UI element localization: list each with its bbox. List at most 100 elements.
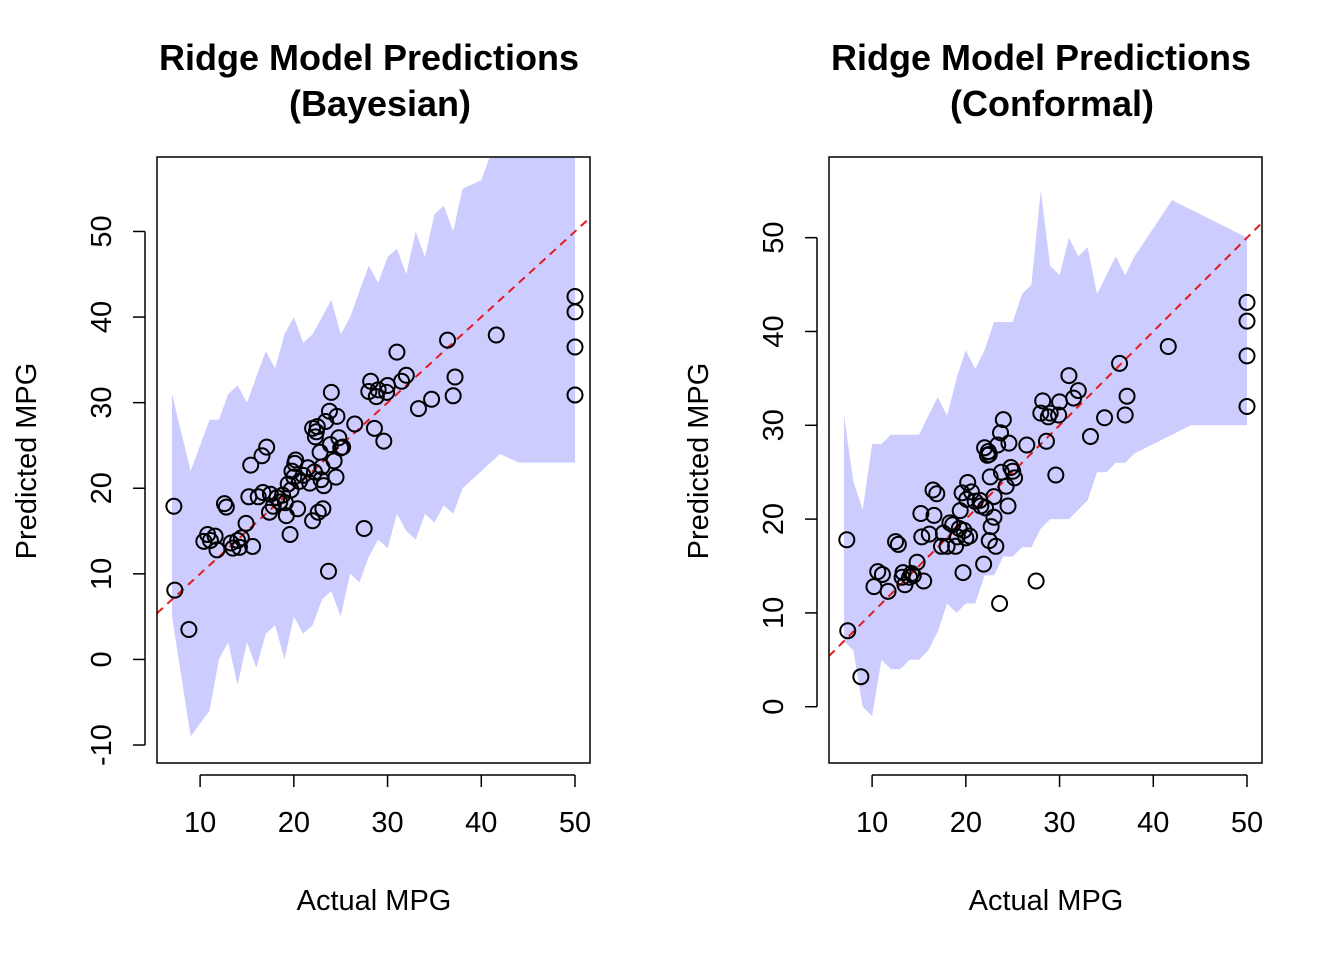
data-point	[987, 537, 1005, 555]
data-point	[838, 531, 856, 549]
x-tick-label: 40	[1137, 807, 1169, 839]
data-point	[975, 555, 993, 573]
y-tick-label: 50	[758, 222, 790, 254]
data-point	[346, 415, 364, 433]
data-point	[852, 668, 870, 686]
data-point	[378, 383, 396, 401]
data-point	[982, 518, 1000, 536]
data-point	[446, 368, 464, 386]
bayesian-plot-frame	[156, 156, 591, 764]
data-point	[1060, 367, 1078, 385]
data-point	[839, 622, 857, 640]
y-tick-label: 30	[86, 387, 118, 419]
data-point	[566, 303, 584, 321]
data-point	[249, 488, 267, 506]
data-point	[1069, 382, 1087, 400]
data-point	[1111, 354, 1129, 372]
data-point	[985, 508, 1003, 526]
data-point	[985, 488, 1003, 506]
data-point	[938, 537, 956, 555]
data-point	[981, 468, 999, 486]
data-point	[992, 424, 1010, 442]
data-point	[244, 537, 262, 555]
data-point	[334, 438, 352, 456]
bayesian-y-axis: -10 0 10 20 30 40 50	[86, 215, 146, 766]
data-point	[330, 429, 348, 447]
data-point	[166, 581, 184, 599]
data-point	[1238, 293, 1256, 311]
conformal-interval-band	[844, 190, 1247, 717]
data-point	[314, 500, 332, 518]
data-point	[317, 412, 335, 430]
data-point	[908, 553, 926, 571]
data-point	[423, 390, 441, 408]
data-point	[915, 572, 933, 590]
conformal-points-layer	[838, 293, 1256, 686]
data-point	[208, 541, 226, 559]
data-point	[230, 538, 248, 556]
data-point	[1027, 572, 1045, 590]
data-point	[928, 485, 946, 503]
data-point	[487, 326, 505, 344]
y-tick-label: 0	[758, 699, 790, 715]
x-tick-label: 10	[184, 807, 216, 839]
x-tick-label: 10	[856, 807, 888, 839]
data-point	[1081, 428, 1099, 446]
data-point	[1238, 347, 1256, 365]
data-point	[1159, 337, 1177, 355]
y-tick-label: 50	[86, 215, 118, 247]
data-point	[253, 447, 271, 465]
x-tick-label: 30	[371, 807, 403, 839]
bayesian-x-axis-label: Actual MPG	[297, 885, 452, 917]
data-point	[322, 383, 340, 401]
data-point	[328, 407, 346, 425]
y-tick-label: 20	[86, 472, 118, 504]
data-point	[237, 514, 255, 532]
data-point	[365, 419, 383, 437]
data-point	[1118, 387, 1136, 405]
data-point	[165, 497, 183, 515]
y-tick-label: 10	[758, 597, 790, 629]
data-point	[444, 387, 462, 405]
y-tick-label: 20	[758, 503, 790, 535]
data-point	[954, 564, 972, 582]
data-point	[887, 533, 905, 551]
conformal-interval-band-layer	[844, 190, 1247, 717]
y-tick-label: 10	[86, 558, 118, 590]
x-tick-label: 50	[559, 807, 591, 839]
data-point	[566, 386, 584, 404]
y-tick-label: 40	[758, 315, 790, 347]
data-point	[1006, 469, 1024, 487]
data-point	[961, 527, 979, 545]
data-point	[327, 468, 345, 486]
bayesian-interval-band	[172, 157, 575, 737]
data-point	[375, 432, 393, 450]
x-tick-label: 30	[1043, 807, 1075, 839]
data-point	[217, 498, 235, 516]
data-point	[229, 531, 247, 549]
data-point	[1034, 392, 1052, 410]
data-point	[369, 381, 387, 399]
data-point	[320, 562, 338, 580]
data-point	[289, 500, 307, 518]
bayesian-panel: Ridge Model Predictions (Bayesian) Actua…	[11, 37, 591, 917]
data-point	[281, 525, 299, 543]
data-point	[1116, 406, 1134, 424]
data-point	[258, 438, 276, 456]
data-point	[1041, 404, 1059, 422]
data-point	[947, 537, 965, 555]
y-tick-label: 30	[758, 409, 790, 441]
data-point	[1050, 406, 1068, 424]
data-point	[287, 451, 305, 469]
data-point	[242, 456, 260, 474]
y-tick-label: 0	[86, 651, 118, 667]
data-point	[889, 535, 907, 553]
data-point	[959, 474, 977, 492]
bayesian-points-layer	[165, 288, 584, 638]
data-point	[566, 338, 584, 356]
conformal-title-line-2: (Conformal)	[950, 83, 1154, 124]
data-point	[912, 504, 930, 522]
y-tick-label: 40	[86, 301, 118, 333]
x-tick-label: 20	[950, 807, 982, 839]
data-point	[388, 343, 406, 361]
